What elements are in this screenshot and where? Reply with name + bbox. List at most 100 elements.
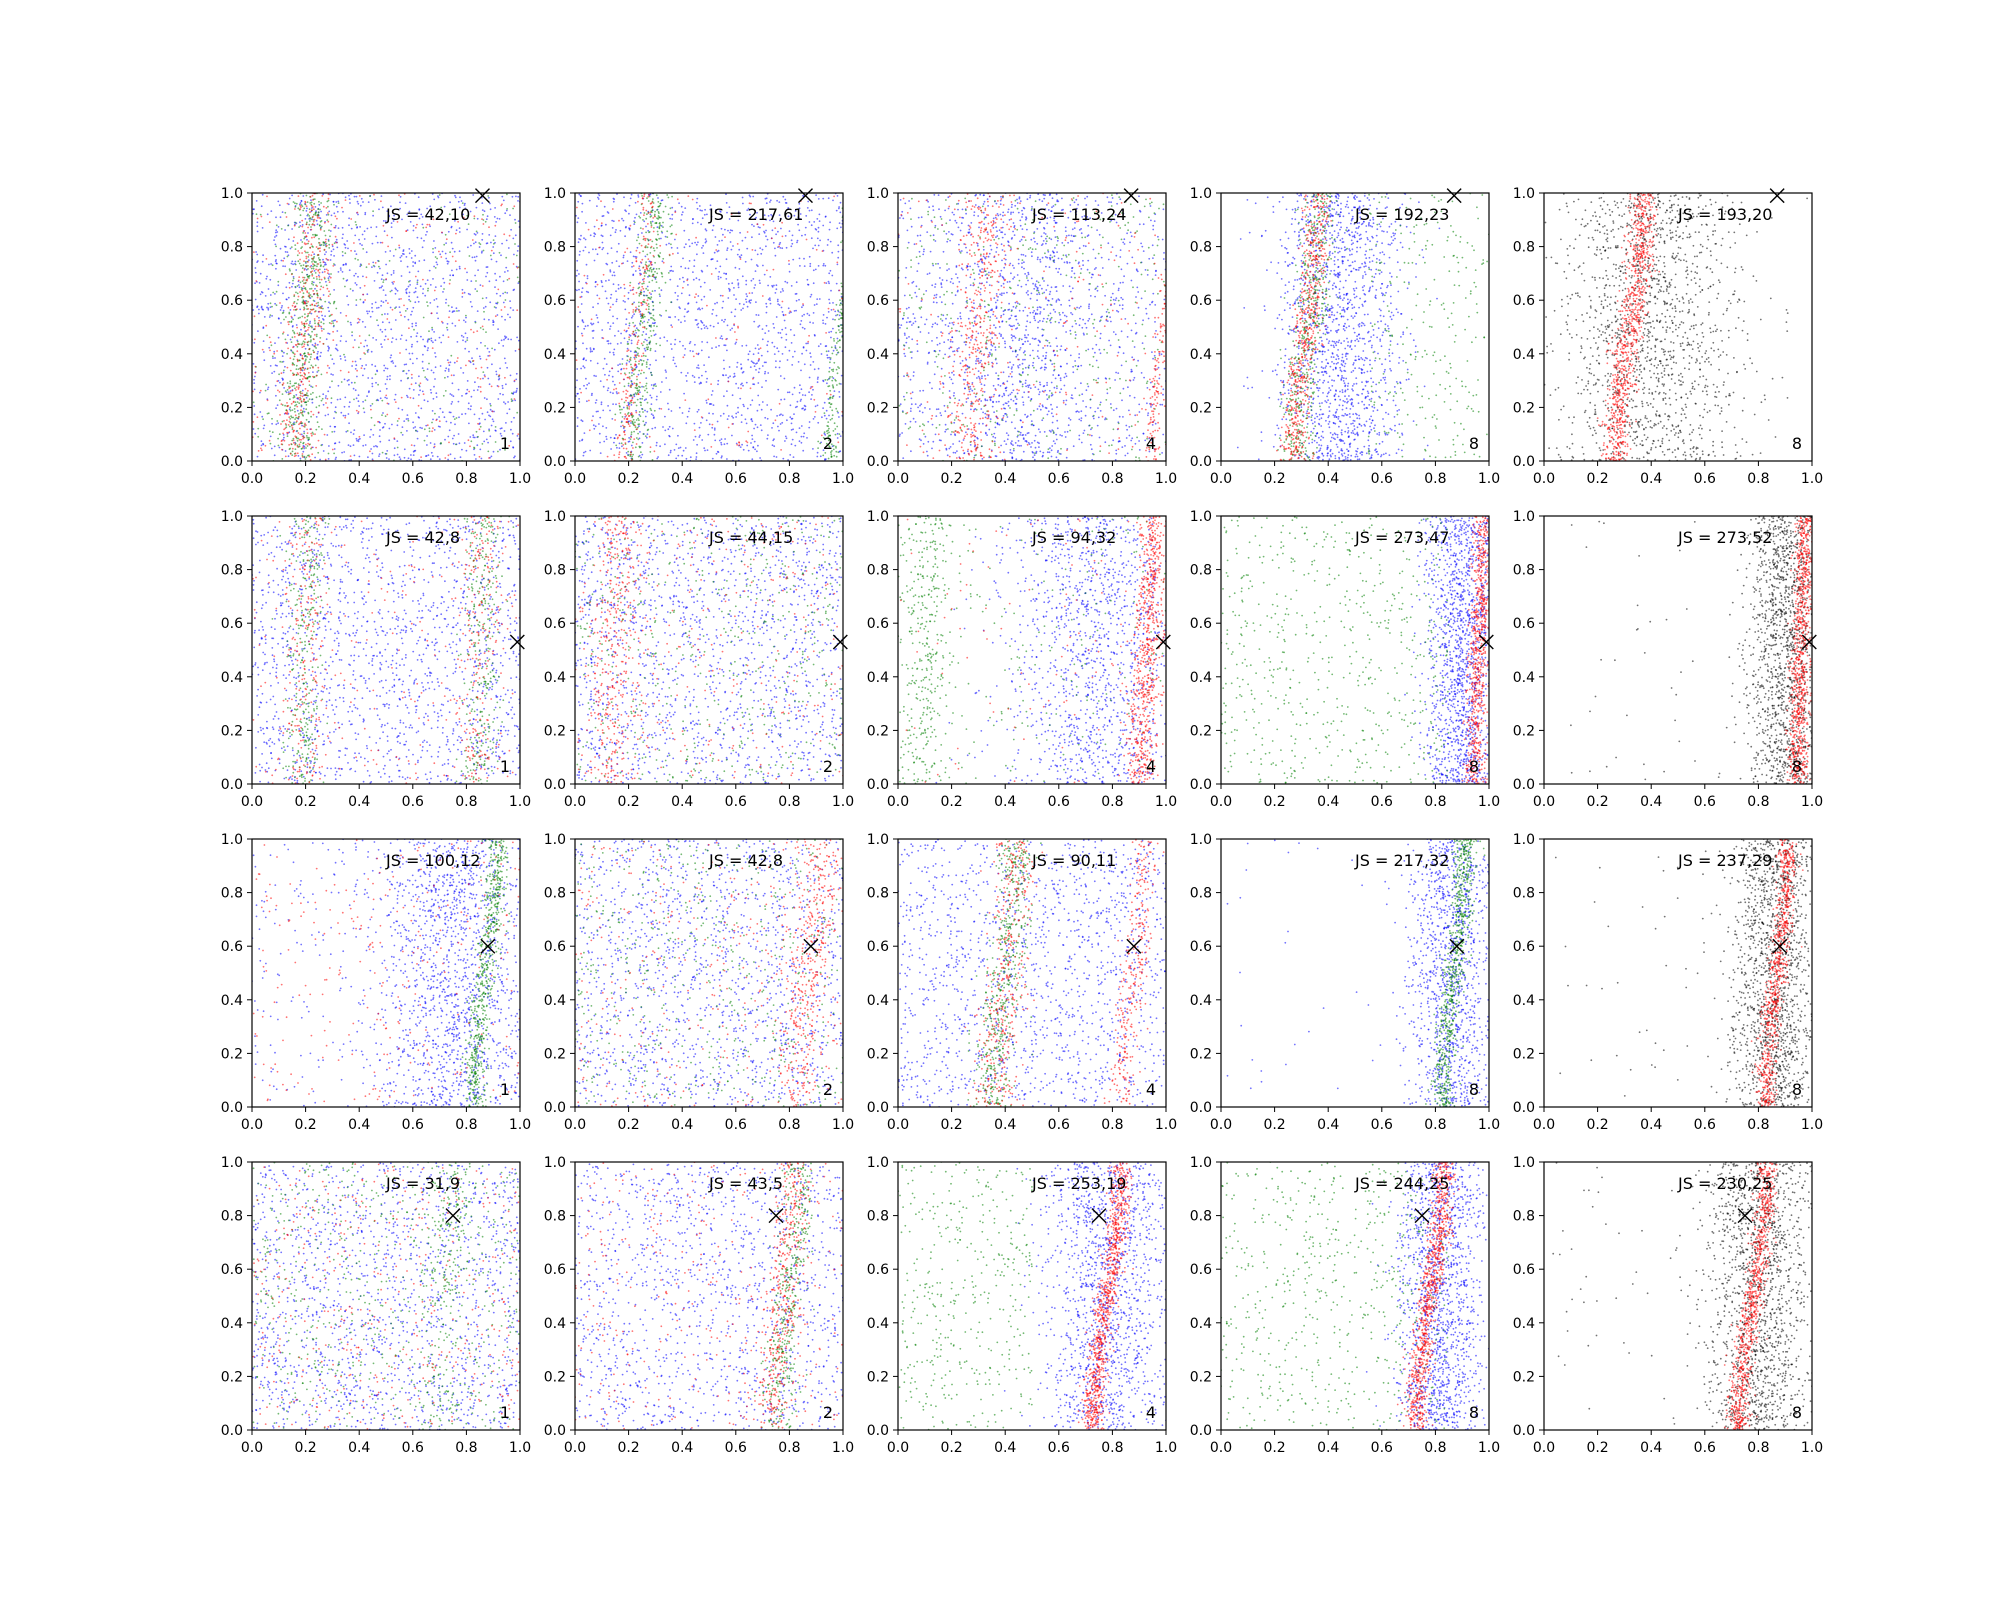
scatter-point	[688, 342, 691, 345]
scatter-point	[329, 259, 332, 261]
scatter-point	[311, 280, 314, 283]
scatter-point	[447, 435, 450, 438]
scatter-point	[625, 399, 627, 402]
scatter-point	[327, 193, 330, 196]
scatter-point	[288, 448, 291, 451]
scatter-point	[290, 321, 293, 323]
scatter-point	[485, 331, 487, 333]
scatter-point	[693, 265, 696, 267]
scatter-point	[654, 333, 657, 336]
scatter-point	[705, 419, 708, 422]
scatter-point	[510, 428, 512, 431]
scatter-point	[448, 441, 450, 444]
scatter-point	[647, 229, 650, 232]
scatter-point	[445, 420, 448, 423]
scatter-point	[617, 436, 619, 439]
scatter-point	[683, 315, 686, 318]
scatter-point	[301, 252, 303, 254]
scatter-point	[275, 259, 277, 261]
scatter-point	[303, 343, 306, 346]
scatter-point	[485, 218, 488, 221]
scatter-point	[410, 454, 412, 456]
scatter-point	[301, 389, 304, 392]
scatter-point	[279, 381, 281, 384]
scatter-point	[626, 341, 629, 343]
scatter-point	[296, 452, 299, 455]
scatter-point	[626, 359, 629, 362]
scatter-point	[840, 308, 843, 311]
scatter-point	[812, 322, 814, 324]
scatter-point	[516, 266, 519, 269]
scatter-point	[265, 277, 268, 280]
scatter-point	[810, 398, 812, 400]
scatter-point	[832, 199, 834, 202]
scatter-point	[360, 342, 362, 344]
scatter-point	[647, 258, 650, 260]
scatter-point	[812, 312, 815, 314]
scatter-point	[796, 241, 798, 244]
scatter-point	[395, 306, 397, 308]
scatter-point	[732, 416, 735, 419]
scatter-point	[624, 442, 627, 444]
scatter-point	[265, 258, 268, 260]
scatter-point	[313, 293, 315, 295]
scatter-point	[676, 247, 679, 249]
scatter-point	[701, 209, 703, 212]
scatter-point	[290, 402, 293, 405]
scatter-point	[589, 234, 592, 237]
scatter-point	[361, 364, 364, 367]
scatter-point	[298, 443, 301, 446]
scatter-point	[774, 366, 777, 369]
scatter-point	[482, 371, 485, 373]
scatter-point	[303, 269, 306, 271]
scatter-point	[511, 195, 514, 198]
scatter-point	[774, 254, 777, 257]
scatter-point	[276, 262, 278, 265]
scatter-point	[631, 303, 634, 306]
scatter-point	[620, 342, 622, 344]
scatter-point	[720, 438, 723, 440]
scatter-point	[294, 260, 297, 263]
scatter-point	[630, 444, 633, 447]
scatter-point	[352, 289, 354, 292]
scatter-point	[434, 352, 436, 354]
scatter-point	[310, 447, 312, 450]
scatter-point	[333, 226, 336, 229]
scatter-point	[270, 263, 272, 265]
scatter-point	[361, 320, 364, 323]
scatter-point	[499, 448, 501, 451]
scatter-point	[735, 298, 737, 300]
scatter-point	[320, 307, 323, 309]
scatter-point	[777, 230, 779, 233]
scatter-point	[640, 404, 642, 407]
scatter-point	[447, 458, 449, 461]
scatter-point	[297, 373, 300, 376]
scatter-point	[414, 290, 417, 293]
scatter-point	[289, 382, 292, 385]
scatter-point	[269, 435, 272, 438]
scatter-point	[641, 258, 644, 261]
scatter-point	[308, 348, 311, 351]
scatter-point	[467, 246, 469, 249]
scatter-point	[274, 302, 276, 305]
scatter-point	[337, 384, 340, 387]
scatter-point	[332, 319, 335, 322]
scatter-point	[670, 265, 673, 268]
scatter-point	[727, 297, 730, 299]
scatter-point	[301, 378, 304, 380]
scatter-point	[648, 324, 651, 327]
scatter-point	[694, 241, 696, 244]
scatter-point	[347, 303, 350, 306]
scatter-point	[628, 377, 631, 380]
scatter-point	[299, 316, 301, 319]
scatter-point	[833, 422, 836, 425]
scatter-point	[414, 426, 417, 428]
scatter-point	[682, 449, 685, 452]
scatter-point	[498, 218, 501, 220]
scatter-point	[765, 245, 767, 248]
scatter-point	[284, 211, 287, 214]
scatter-point	[593, 427, 596, 430]
scatter-point	[318, 395, 321, 398]
scatter-point	[379, 440, 382, 443]
scatter-point	[481, 233, 484, 235]
